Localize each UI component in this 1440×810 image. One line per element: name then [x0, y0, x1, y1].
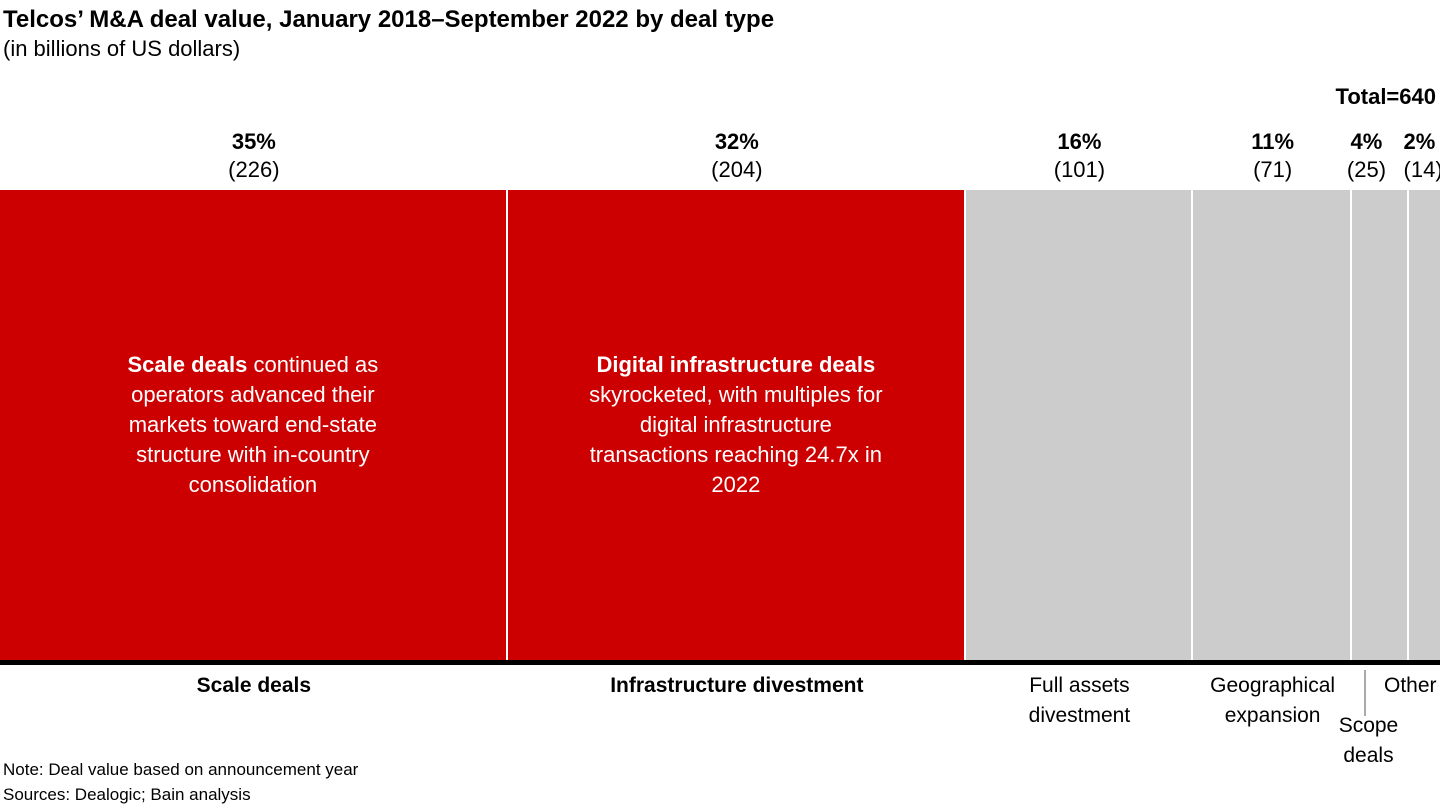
- percent-label: 16%: [1057, 129, 1102, 154]
- segment-label-scope-deals: 4% (25): [1338, 128, 1394, 186]
- bar-annotation-digital-infrastructure: Digital infrastructure deals skyrocketed…: [582, 350, 889, 500]
- bar-segment-scope-deals: [1352, 190, 1409, 660]
- category-label-text: Scope deals: [1338, 714, 1399, 767]
- footer: Note: Deal value based on announcement y…: [3, 757, 358, 807]
- category-label-other: Other: [1384, 671, 1437, 701]
- bar-segment-other: [1408, 190, 1440, 660]
- percent-label: 32%: [714, 129, 759, 154]
- value-label: (14): [1403, 157, 1440, 182]
- segment-label-other: 2% (14): [1403, 128, 1440, 186]
- category-label-scope-deals: Scope deals: [1338, 711, 1399, 771]
- x-axis-line: [0, 660, 1440, 665]
- bar-segment-infrastructure-divestment: Digital infrastructure deals skyrocketed…: [507, 190, 966, 660]
- category-labels-row: Scale deals Infrastructure divestment Fu…: [0, 671, 1440, 771]
- category-label-text: Infrastructure divestment: [610, 674, 864, 697]
- other-label-leader-line: [1364, 670, 1366, 716]
- header: Telcos’ M&A deal value, January 2018–Sep…: [3, 5, 774, 63]
- segment-label-geographical-expansion: 11% (71): [1193, 128, 1353, 186]
- percent-label: 2%: [1403, 129, 1436, 154]
- value-label: (204): [711, 157, 763, 182]
- sources-text: Sources: Dealogic; Bain analysis: [3, 785, 251, 804]
- value-label: (101): [1053, 157, 1106, 182]
- category-label-scale-deals: Scale deals: [0, 671, 508, 701]
- page-title: Telcos’ M&A deal value, January 2018–Sep…: [3, 6, 775, 33]
- category-label-text: Scale deals: [196, 674, 312, 697]
- annotation-text: skyrocketed, with multiples for digital …: [589, 382, 883, 497]
- annotation-bold-text: Scale deals: [127, 352, 248, 377]
- category-label-text: Geographical expansion: [1210, 674, 1336, 727]
- category-label-full-assets-divestment: Full assets divestment: [966, 671, 1193, 731]
- value-label: (226): [228, 157, 280, 182]
- bar-segment-full-assets-divestment: [965, 190, 1193, 660]
- bar-segment-scale-deals: Scale deals continued as operators advan…: [0, 190, 508, 660]
- segment-label-infrastructure-divestment: 32% (204): [508, 128, 966, 186]
- category-label-geographical-expansion: Geographical expansion: [1193, 671, 1353, 731]
- bar-segment-geographical-expansion: [1192, 190, 1353, 660]
- bar-annotation-scale-deals: Scale deals continued as operators advan…: [99, 350, 406, 500]
- value-label: (71): [1253, 157, 1293, 182]
- note-text: Note: Deal value based on announcement y…: [3, 760, 359, 779]
- category-label-text: Other: [1383, 674, 1437, 697]
- stacked-bar: Scale deals continued as operators advan…: [0, 190, 1440, 660]
- category-label-infrastructure-divestment: Infrastructure divestment: [508, 671, 966, 701]
- page-subtitle: (in billions of US dollars): [3, 36, 241, 61]
- annotation-text: continued as operators advanced their ma…: [128, 352, 379, 497]
- segment-label-scale-deals: 35% (226): [0, 128, 508, 186]
- annotation-bold-text: Digital infrastructure deals: [596, 352, 876, 377]
- percent-label: 11%: [1251, 129, 1295, 154]
- percent-label: 35%: [231, 129, 276, 154]
- category-label-text: Full assets divestment: [1028, 674, 1131, 727]
- value-label: (25): [1346, 157, 1387, 182]
- segment-percent-labels-row: 35% (226) 32% (204) 16% (101) 11% (71) 4…: [0, 128, 1440, 186]
- total-label: Total=640: [1335, 84, 1436, 109]
- percent-label: 4%: [1350, 129, 1383, 154]
- segment-label-full-assets-divestment: 16% (101): [966, 128, 1193, 186]
